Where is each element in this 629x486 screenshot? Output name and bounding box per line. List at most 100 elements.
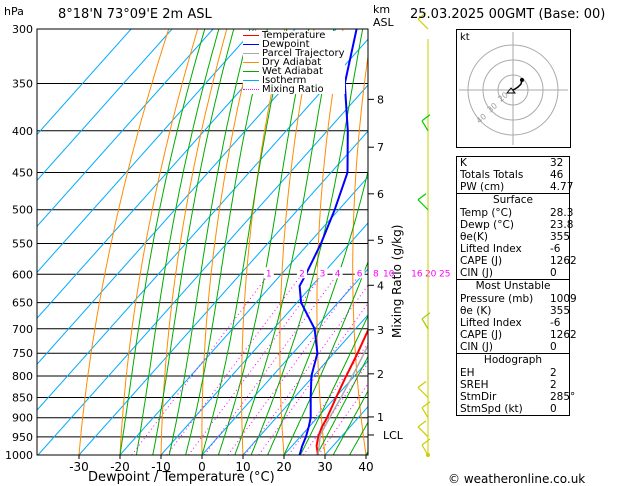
sreh-label: SREH bbox=[460, 379, 489, 391]
parcel-trajectory-curve bbox=[317, 343, 368, 455]
wind-barb bbox=[421, 312, 431, 330]
mu-cape-label: CAPE (J) bbox=[460, 329, 503, 341]
stmdir-row: StmDir 285° bbox=[457, 391, 575, 403]
stmspd-label: StmSpd (kt) bbox=[460, 403, 523, 415]
legend-swatch bbox=[243, 89, 259, 90]
hodograph-end-dot bbox=[520, 78, 524, 82]
dry-adiabat bbox=[241, 29, 286, 455]
k-index-value: 32 bbox=[550, 157, 564, 169]
legend-swatch bbox=[243, 44, 259, 45]
mixing-ratio-label: 10 bbox=[383, 269, 395, 279]
pressure-unit-label: hPa bbox=[4, 5, 24, 18]
pressure-tick-label: 600 bbox=[12, 268, 33, 281]
most-unstable-section: Most Unstable Pressure (mb) 1009 θe (K) 35… bbox=[457, 279, 577, 353]
wind-barb bbox=[421, 114, 431, 132]
wet-adiabat bbox=[234, 29, 335, 455]
pressure-tick-label: 500 bbox=[12, 204, 33, 217]
legend-item: Isotherm bbox=[243, 75, 345, 86]
hodograph-unit-label: kt bbox=[460, 32, 470, 43]
mixing-ratio-label: 16 bbox=[411, 269, 423, 279]
mixing-ratio-label: 3 bbox=[320, 269, 326, 279]
isotherm bbox=[160, 222, 368, 455]
wet-adiabat bbox=[217, 29, 310, 455]
mixing-ratio-label: 25 bbox=[439, 269, 450, 279]
mu-theta-row: θe (K) 355 bbox=[457, 305, 571, 317]
mu-cin-value: 0 bbox=[550, 341, 557, 353]
pressure-tick-label: 300 bbox=[12, 23, 33, 36]
eh-row: EH 2 bbox=[457, 367, 569, 379]
legend-item: Parcel Trajectory bbox=[243, 49, 345, 59]
wind-barb bbox=[421, 438, 431, 456]
km-tick-label: 2 bbox=[377, 368, 384, 381]
dry-adiabat bbox=[316, 29, 344, 455]
dry-adiabat bbox=[421, 29, 448, 455]
legend-label: Wet Adiabat bbox=[262, 66, 323, 77]
hodograph-ring-label: 40 bbox=[475, 112, 489, 125]
isotherm bbox=[201, 268, 368, 455]
legend-label: Mixing Ratio bbox=[262, 84, 324, 95]
legend-label: Isotherm bbox=[262, 75, 307, 86]
dry-adiabat bbox=[279, 29, 315, 455]
temperature-tick-label: -20 bbox=[110, 460, 130, 474]
height-axis: 1 2 3 4 5 6 7 8 LCL bbox=[368, 93, 404, 442]
x-axis-title: Dewpoint / Temperature (°C) bbox=[88, 470, 275, 485]
most-unstable-title: Most Unstable bbox=[475, 280, 551, 292]
km-tick-label: 3 bbox=[377, 324, 384, 337]
wet-adiabat bbox=[316, 355, 368, 455]
isotherm bbox=[37, 84, 368, 455]
stmspd-value: 0 bbox=[550, 403, 557, 415]
legend-swatch bbox=[243, 53, 259, 54]
mixing-ratio-line bbox=[317, 383, 368, 455]
pressure-tick-label: 700 bbox=[12, 323, 33, 336]
surface-cin-label: CIN (J) bbox=[460, 267, 493, 279]
hodograph-panel: 20 30 40 kt bbox=[456, 29, 571, 148]
wet-adiabat bbox=[152, 29, 235, 455]
dry-adiabat bbox=[160, 29, 228, 455]
km-tick-label: 8 bbox=[377, 93, 384, 106]
km-tick-label: 1 bbox=[377, 411, 384, 424]
temperature-curve bbox=[315, 327, 368, 455]
km-tick-label: 7 bbox=[377, 141, 384, 154]
mixing-ratio-line bbox=[302, 362, 368, 455]
pressure-tick-label: 650 bbox=[12, 297, 33, 310]
pw-row: PW (cm) 4.77 bbox=[457, 181, 573, 193]
legend-swatch bbox=[243, 35, 259, 36]
legend-item: Mixing Ratio bbox=[243, 84, 345, 95]
pressure-tick-label: 450 bbox=[12, 166, 33, 179]
temperature-tick-label: 0 bbox=[198, 460, 206, 474]
temperature-tick-label: 30 bbox=[317, 460, 332, 474]
hodograph-title: Hodograph bbox=[483, 354, 543, 366]
km-tick-label: 5 bbox=[377, 234, 384, 247]
km-tick-label: 4 bbox=[377, 279, 384, 292]
legend-label: Temperature bbox=[262, 30, 326, 41]
temperature-tick-label: -10 bbox=[151, 460, 171, 474]
storm-motion-icon bbox=[505, 87, 517, 94]
location-title: 8°18'N 73°09'E 2m ASL bbox=[58, 7, 212, 22]
isotherm bbox=[37, 29, 214, 228]
pressure-tick-label: 550 bbox=[12, 237, 33, 250]
isotherm bbox=[37, 29, 132, 136]
surface-theta-row: θe(K) 355 bbox=[457, 231, 571, 243]
mixing-ratio-label: 2 bbox=[299, 269, 305, 279]
dry-adiabat bbox=[78, 29, 170, 455]
surface-cape-row: CAPE (J) 1262 bbox=[457, 255, 577, 267]
surface-li-label: Lifted Index bbox=[460, 243, 522, 255]
pressure-tick-label: 350 bbox=[12, 78, 33, 91]
mixing-ratio-label: 1 bbox=[266, 269, 272, 279]
mixing-ratio-label: 6 bbox=[357, 269, 363, 279]
surface-dewp-value: 23.8 bbox=[550, 219, 574, 231]
km-tick-label: 6 bbox=[377, 188, 384, 201]
surface-theta-value: 355 bbox=[550, 231, 571, 243]
wet-adiabat bbox=[168, 29, 251, 455]
mixing-ratio-line bbox=[204, 273, 338, 455]
legend-swatch bbox=[243, 71, 259, 72]
dewpoint-curve bbox=[298, 29, 358, 455]
pressure-tick-label: 750 bbox=[12, 347, 33, 360]
surface-temp-row: Temp (°C) 28.3 bbox=[457, 207, 573, 219]
isotherm bbox=[78, 130, 368, 455]
mixing-ratio-line bbox=[188, 273, 323, 455]
surface-cape-label: CAPE (J) bbox=[460, 255, 503, 267]
pressure-tick-label: 400 bbox=[12, 125, 33, 138]
mu-theta-value: 355 bbox=[550, 305, 571, 317]
temperature-tick-label: -30 bbox=[69, 460, 89, 474]
